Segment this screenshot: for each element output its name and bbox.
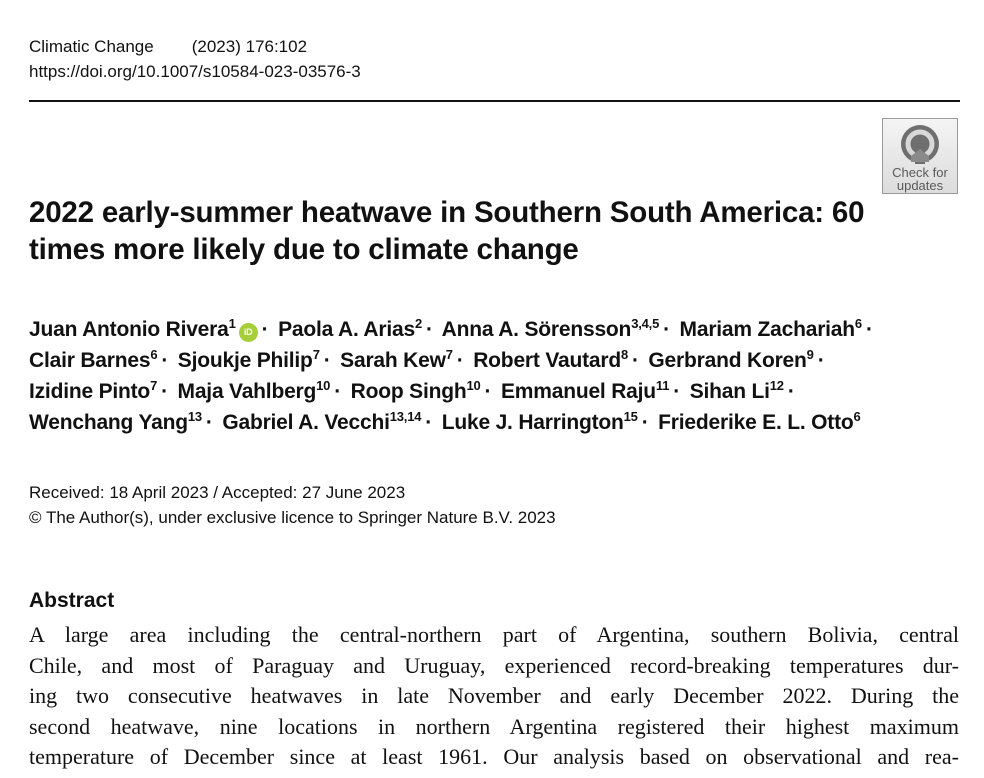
author-name[interactable]: Juan Antonio Rivera1iD · [29,316,272,342]
author-name[interactable]: Roop Singh10 · [350,378,496,403]
author-affiliation: 10 [316,378,331,393]
received-accepted-dates: Received: 18 April 2023 / Accepted: 27 J… [29,483,406,502]
author-name[interactable]: Anna A. Sörensson3,4,5 · [441,316,674,341]
author-separator: · [334,380,342,403]
author-separator: · [425,411,433,434]
author-separator: · [641,411,649,434]
crossmark-line2: updates [896,178,944,193]
abstract-heading: Abstract [29,589,115,612]
author-separator: · [673,380,681,403]
author-separator: · [631,349,639,372]
author-affiliation: 9 [806,347,814,362]
author-name-text: Sihan Li [689,380,770,403]
author-separator: · [161,349,169,372]
author-affiliation: 8 [620,347,628,362]
author-name[interactable]: Gabriel A. Vecchi13,14 · [222,409,436,434]
crossmark-line1: Check for [892,165,948,180]
journal-name: Climatic Change [29,37,154,56]
author-name-text: Emmanuel Raju [500,380,656,403]
author-separator: · [663,318,670,341]
author-name-text: Friederike E. L. Otto [658,411,854,434]
author-affiliation: 6 [853,409,861,424]
author-name[interactable]: Paola A. Arias2 · [278,316,437,341]
author-affiliation: 6 [854,316,862,331]
author-affiliation: 11 [655,378,670,393]
author-name-text: Robert Vautard [473,349,621,372]
header-divider [29,100,960,102]
author-separator: · [817,349,825,372]
author-name[interactable]: Sjoukje Philip7 · [177,347,335,372]
abstract-line: ing two consecutive heatwaves in late No… [29,683,959,708]
author-name[interactable]: Sihan Li12 · [689,378,799,403]
author-affiliation: 7 [150,378,158,393]
author-separator: · [205,411,213,434]
journal-header: Climatic Change (2023) 176:102 [29,36,307,58]
author-separator: · [484,380,492,403]
author-separator: · [323,349,331,372]
author-name[interactable]: Sarah Kew7 · [340,347,467,372]
author-separator: · [426,318,433,341]
author-name-text: Izidine Pinto [29,380,151,403]
author-name[interactable]: Wenchang Yang13 · [29,409,217,434]
author-name-text: Wenchang Yang [29,411,188,434]
author-name-text: Mariam Zachariah [679,318,856,341]
author-name[interactable]: Robert Vautard8 · [473,347,643,372]
author-name[interactable]: Mariam Zachariah6 · [679,316,877,341]
author-affiliation: 3,4,5 [631,316,660,331]
author-name[interactable]: Friederike E. L. Otto6 [658,409,861,434]
author-name[interactable]: Emmanuel Raju11 · [500,378,684,403]
author-separator: · [456,349,464,372]
paper-title: 2022 early-summer heatwave in Southern S… [29,196,865,266]
author-list: Juan Antonio Rivera1iD · Paola A. Arias2 ·… [29,314,969,438]
author-affiliation: 1 [228,316,236,331]
author-name-text: Anna A. Sörensson [441,318,632,341]
copyright-notice: © The Author(s), under exclusive licence… [29,508,556,527]
check-for-updates-badge[interactable]: Check for updates [882,118,958,194]
citation: (2023) 176:102 [191,37,308,56]
author-name-text: Juan Antonio Rivera [29,318,229,341]
author-name-text: Maja Vahlberg [177,380,317,403]
author-name-text: Roop Singh [350,380,467,403]
author-separator: · [261,318,269,341]
author-affiliation: 13,14 [389,409,422,424]
abstract-line: temperature of December since at least 1… [29,744,959,769]
abstract-line: Chile, and most of Paraguay and Uruguay,… [29,652,959,678]
author-name[interactable]: Clair Barnes6 · [29,347,172,372]
doi-link[interactable]: https://doi.org/10.1007/s10584-023-03576… [29,62,361,81]
author-separator: · [787,380,795,403]
author-name-text: Gabriel A. Vecchi [222,411,390,434]
author-separator: · [865,318,873,341]
orcid-icon[interactable]: iD [238,323,258,342]
author-affiliation: 15 [623,409,638,424]
author-name-text: Luke J. Harrington [441,411,624,434]
author-affiliation: 12 [769,378,784,393]
author-name[interactable]: Luke J. Harrington15 · [441,409,653,434]
author-name-text: Sarah Kew [340,349,446,372]
author-name[interactable]: Gerbrand Koren9 · [648,347,828,372]
abstract-text: A large area including the central-north… [29,620,959,778]
author-affiliation: 2 [414,316,422,331]
author-name[interactable]: Izidine Pinto7 · [29,378,172,403]
author-name-text: Gerbrand Koren [648,349,807,372]
author-affiliation: 13 [187,409,202,424]
abstract-line: second heatwave, nine locations in north… [29,713,959,739]
author-affiliation: 6 [150,347,158,362]
author-name-text: Paola A. Arias [278,318,415,341]
abstract-line: A large area including the central-north… [29,622,959,647]
crossmark-icon [901,125,939,164]
author-name-text: Sjoukje Philip [177,349,313,372]
author-separator: · [161,380,168,403]
author-affiliation: 7 [445,347,453,362]
author-affiliation: 7 [312,347,320,362]
author-name[interactable]: Maja Vahlberg10 · [177,378,345,403]
author-name-text: Clair Barnes [29,349,151,372]
author-affiliation: 10 [466,378,481,393]
